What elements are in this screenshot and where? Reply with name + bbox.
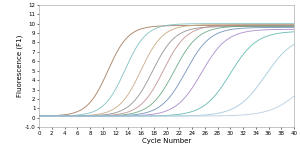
X-axis label: Cycle Number: Cycle Number [142, 138, 191, 144]
Y-axis label: Fluorescence (F1): Fluorescence (F1) [16, 35, 23, 97]
